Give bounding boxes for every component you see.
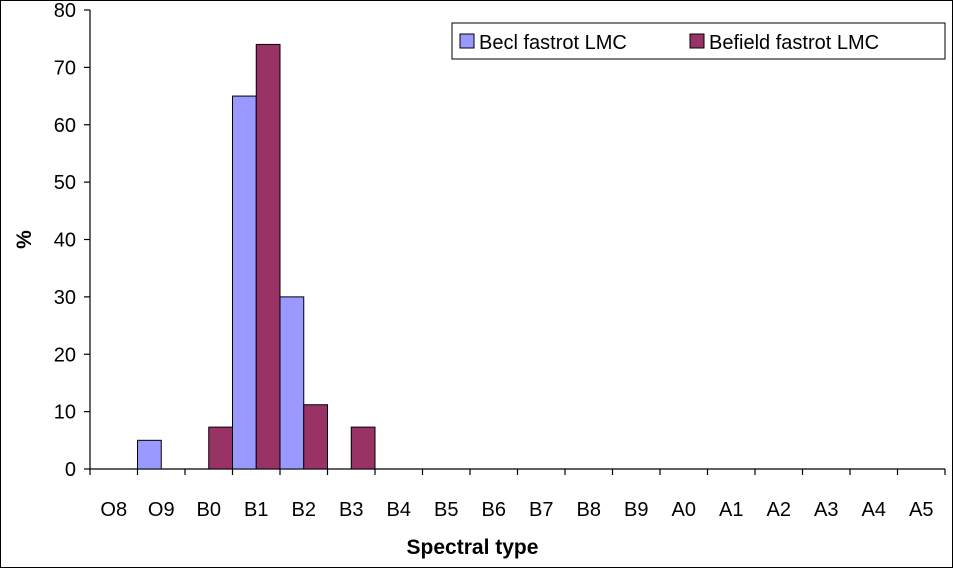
axes — [84, 9, 946, 475]
legend: Becl fastrot LMC Befield fastrot LMC — [451, 22, 946, 60]
bar-befield-b3 — [350, 426, 376, 470]
y-tick-label: 40 — [54, 230, 76, 252]
x-tick-label: O9 — [148, 499, 175, 521]
bar-becl-b2 — [279, 296, 305, 470]
bar-befield-b2 — [303, 404, 328, 470]
bar-becl-b1 — [232, 95, 257, 470]
x-tick-label: B6 — [482, 499, 506, 521]
x-tick-label: A0 — [672, 499, 696, 521]
x-tick-label: A3 — [814, 499, 838, 521]
x-tick-label: B7 — [529, 499, 553, 521]
y-axis-title: % — [13, 230, 36, 249]
legend-swatch-befield — [689, 33, 705, 49]
x-tick-label: B4 — [387, 499, 411, 521]
legend-swatch-becl — [459, 33, 475, 49]
x-tick-label: A2 — [767, 499, 791, 521]
x-tick-label: B8 — [577, 499, 601, 521]
y-tick-label: 30 — [54, 287, 76, 309]
y-tick-label: 70 — [54, 57, 76, 79]
x-tick-label: B9 — [624, 499, 648, 521]
legend-label-befield: Befield fastrot LMC — [709, 32, 879, 54]
y-tick-label: 80 — [54, 1, 76, 22]
y-tick-label: 60 — [54, 115, 76, 137]
x-tick-label: A5 — [909, 499, 933, 521]
x-tick-label: B5 — [434, 499, 458, 521]
x-tick-label: B0 — [197, 499, 221, 521]
x-tick-label: B3 — [339, 499, 363, 521]
x-tick-label: B2 — [292, 499, 316, 521]
y-tick-label: 0 — [65, 459, 76, 481]
bar-befield-b1 — [255, 43, 281, 470]
bar-becl-o9 — [137, 439, 162, 470]
bar-befield-b0 — [208, 426, 233, 470]
x-tick-label: B1 — [244, 499, 268, 521]
legend-label-becl: Becl fastrot LMC — [479, 32, 627, 54]
x-tick-label: A4 — [862, 499, 886, 521]
bars — [137, 43, 376, 470]
y-tick-label: 10 — [54, 402, 76, 424]
x-tick-label: O8 — [100, 499, 127, 521]
y-tick-label: 50 — [54, 172, 76, 194]
axis-labels: 0 10 20 30 40 50 60 70 80 O8 O9 B0 B1 B2 B3 B4 B5 B6 B7 B8 B… — [13, 1, 933, 559]
x-axis-title: Spectral type — [407, 536, 539, 559]
y-tick-label: 20 — [54, 344, 76, 366]
x-tick-label: A1 — [719, 499, 743, 521]
